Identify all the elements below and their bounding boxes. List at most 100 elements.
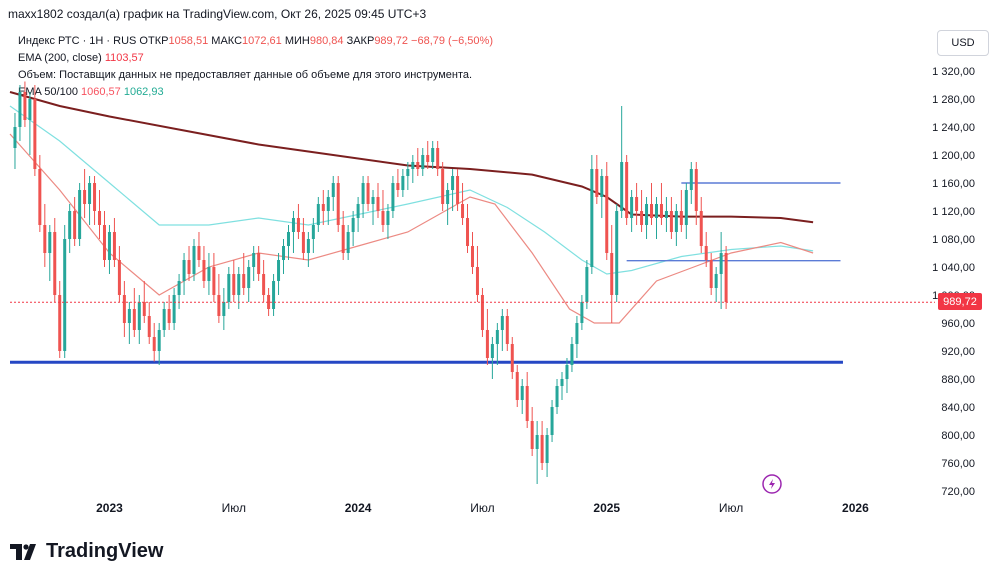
candle	[426, 141, 430, 169]
candle	[242, 253, 246, 295]
candle-body	[421, 155, 425, 169]
candle	[630, 190, 634, 232]
legend-ema50-100-row[interactable]: EMA 50/100 1060,57 1062,93	[18, 84, 493, 101]
candle	[162, 302, 166, 337]
x-tick-label: Июл	[222, 501, 246, 515]
y-tick-label: 1 240,00	[932, 122, 975, 134]
alert-icon[interactable]	[762, 474, 782, 494]
candle	[500, 309, 504, 351]
candle	[73, 197, 77, 246]
candle-body	[88, 183, 92, 204]
candle	[257, 246, 261, 281]
candle	[515, 365, 519, 407]
candle	[107, 225, 111, 274]
candle-body	[167, 309, 171, 323]
candle-body	[724, 253, 728, 302]
time-axis: 2023 Июл 2024 Июл 2025 Июл 2026	[96, 501, 869, 515]
candle-body	[630, 197, 634, 218]
x-tick-label: 2025	[593, 501, 620, 515]
candle-body	[117, 260, 121, 295]
candle	[615, 204, 619, 302]
candle-body	[650, 204, 654, 218]
candle	[227, 267, 231, 309]
candle	[431, 141, 435, 169]
candle-body	[466, 218, 470, 246]
y-tick-label: 1 080,00	[932, 234, 975, 246]
candle-body	[416, 162, 420, 169]
x-tick-label: 2026	[842, 501, 869, 515]
candle	[88, 176, 92, 225]
candle	[635, 183, 639, 225]
candle-body	[301, 232, 305, 253]
symbol-label[interactable]: Индекс РТС · 1Н · RUS	[18, 35, 137, 47]
candle	[311, 218, 315, 253]
candle	[505, 309, 509, 351]
legend-ema200-row[interactable]: EMA (200, close) 1103,57	[18, 50, 493, 67]
candle	[719, 232, 723, 309]
candle-body	[13, 127, 17, 148]
candles	[13, 81, 728, 484]
chart-legend: Индекс РТС · 1Н · RUS ОТКР1058,51 МАКС10…	[18, 33, 493, 101]
y-tick-label: 960,00	[941, 318, 975, 330]
candle	[510, 337, 514, 379]
candle-body	[709, 260, 713, 288]
candle	[232, 260, 236, 302]
candle	[28, 92, 32, 155]
candle	[142, 281, 146, 323]
candle	[207, 253, 211, 295]
candle-body	[346, 232, 350, 253]
candle-body	[699, 211, 703, 246]
candle-body	[510, 344, 514, 372]
candle-body	[560, 379, 564, 386]
candle	[361, 176, 365, 218]
candle-body	[640, 211, 644, 225]
candle-body	[356, 204, 360, 218]
volume-note: Объем: Поставщик данных не предоставляет…	[18, 69, 473, 81]
candle	[326, 190, 330, 225]
candle	[401, 169, 405, 197]
candle	[306, 232, 310, 267]
candle	[495, 323, 499, 365]
candle	[674, 204, 678, 246]
candle	[286, 225, 290, 260]
candle-body	[694, 169, 698, 211]
candle-body	[78, 190, 82, 239]
tradingview-logo[interactable]: TradingView	[10, 540, 163, 563]
candle-body	[530, 421, 534, 449]
candle-body	[316, 204, 320, 225]
candle-body	[227, 274, 231, 302]
candle-body	[296, 218, 300, 232]
candle	[331, 176, 335, 211]
candle-body	[157, 330, 161, 351]
candle	[48, 225, 52, 281]
candle-body	[33, 99, 37, 169]
candle-body	[43, 225, 47, 253]
change-value: −68,79 (−6,50%)	[411, 35, 493, 47]
candle	[212, 253, 216, 302]
currency-button[interactable]: USD	[937, 30, 989, 56]
high-value: 1072,61	[242, 35, 282, 47]
candle-body	[222, 302, 226, 316]
candle-body	[565, 365, 569, 379]
candle-body	[485, 330, 489, 358]
candle	[560, 372, 564, 400]
candle-body	[18, 92, 22, 127]
candle-body	[262, 274, 266, 295]
candle-body	[550, 407, 554, 435]
candle-body	[192, 246, 196, 274]
candle-body	[107, 232, 111, 260]
candle-body	[540, 435, 544, 463]
candle-body	[635, 197, 639, 211]
candle-body	[605, 176, 609, 253]
candle	[376, 183, 380, 218]
candle-body	[137, 302, 141, 330]
candle	[252, 246, 256, 281]
candle	[386, 204, 390, 239]
candle	[575, 316, 579, 358]
candle	[202, 246, 206, 288]
candle	[659, 183, 663, 225]
candle	[555, 379, 559, 414]
candle-body	[93, 183, 97, 211]
y-tick-label: 1 040,00	[932, 262, 975, 274]
